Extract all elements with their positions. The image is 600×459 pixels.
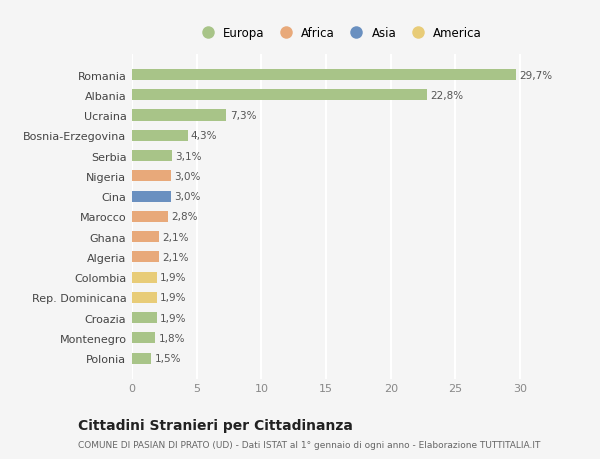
- Text: 4,3%: 4,3%: [191, 131, 217, 141]
- Text: 22,8%: 22,8%: [430, 90, 463, 101]
- Text: 3,0%: 3,0%: [174, 192, 200, 202]
- Text: 2,1%: 2,1%: [163, 252, 189, 262]
- Text: 1,8%: 1,8%: [158, 333, 185, 343]
- Text: 7,3%: 7,3%: [230, 111, 256, 121]
- Text: Cittadini Stranieri per Cittadinanza: Cittadini Stranieri per Cittadinanza: [78, 418, 353, 432]
- Text: COMUNE DI PASIAN DI PRATO (UD) - Dati ISTAT al 1° gennaio di ogni anno - Elabora: COMUNE DI PASIAN DI PRATO (UD) - Dati IS…: [78, 441, 541, 449]
- Bar: [132, 151, 172, 162]
- Bar: [132, 130, 188, 141]
- Text: 3,1%: 3,1%: [175, 151, 202, 161]
- Bar: [132, 353, 151, 364]
- Bar: [132, 272, 157, 283]
- Text: 3,0%: 3,0%: [174, 172, 200, 181]
- Bar: [132, 191, 171, 202]
- Bar: [132, 70, 516, 81]
- Legend: Europa, Africa, Asia, America: Europa, Africa, Asia, America: [191, 22, 487, 45]
- Bar: [132, 110, 226, 121]
- Bar: [132, 231, 159, 243]
- Text: 1,5%: 1,5%: [155, 353, 181, 364]
- Text: 1,9%: 1,9%: [160, 273, 187, 283]
- Bar: [132, 211, 168, 223]
- Text: 2,8%: 2,8%: [172, 212, 198, 222]
- Text: 29,7%: 29,7%: [520, 70, 553, 80]
- Text: 1,9%: 1,9%: [160, 313, 187, 323]
- Bar: [132, 252, 159, 263]
- Bar: [132, 90, 427, 101]
- Text: 2,1%: 2,1%: [163, 232, 189, 242]
- Bar: [132, 292, 157, 303]
- Text: 1,9%: 1,9%: [160, 293, 187, 303]
- Bar: [132, 333, 155, 344]
- Bar: [132, 171, 171, 182]
- Bar: [132, 313, 157, 324]
